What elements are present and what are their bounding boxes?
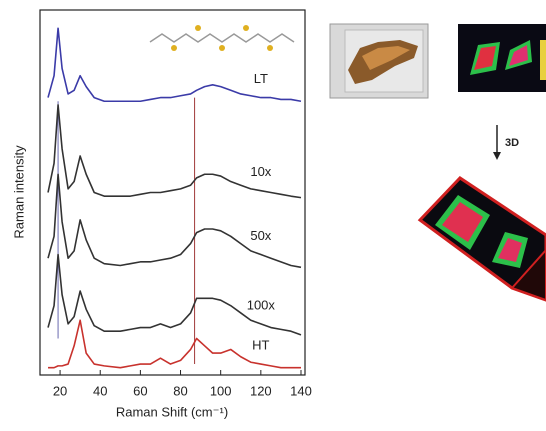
series-label: 100x xyxy=(247,297,276,312)
series-label: HT xyxy=(252,337,269,352)
3d-heatmap xyxy=(420,178,546,300)
series-label: 10x xyxy=(250,164,271,179)
x-tick-label: 60 xyxy=(133,383,147,398)
spectrum-line xyxy=(48,255,301,335)
heatmap-thumbnail xyxy=(458,24,546,92)
series-label: 50x xyxy=(250,228,271,243)
arrow-head xyxy=(493,152,501,160)
annotation: 3D xyxy=(505,137,519,149)
spectrum-line xyxy=(48,174,301,267)
x-tick-label: 100 xyxy=(210,383,232,398)
x-tick-label: 120 xyxy=(250,383,272,398)
molecule xyxy=(150,25,294,51)
x-tick-label: 40 xyxy=(93,383,107,398)
figure: 3D Raman intensity Raman Shift (cm⁻¹) 20… xyxy=(0,0,546,431)
photo-thumbnail xyxy=(330,24,428,98)
y-axis-label: Raman intensity xyxy=(11,145,26,239)
spectrum-line xyxy=(48,105,301,198)
x-axis-label: Raman Shift (cm⁻¹) xyxy=(116,404,228,419)
x-tick-label: 20 xyxy=(53,383,67,398)
spectrum-line xyxy=(48,28,301,101)
series-label: LT xyxy=(254,71,268,86)
x-tick-label: 80 xyxy=(173,383,187,398)
x-tick-label: 140 xyxy=(290,383,312,398)
